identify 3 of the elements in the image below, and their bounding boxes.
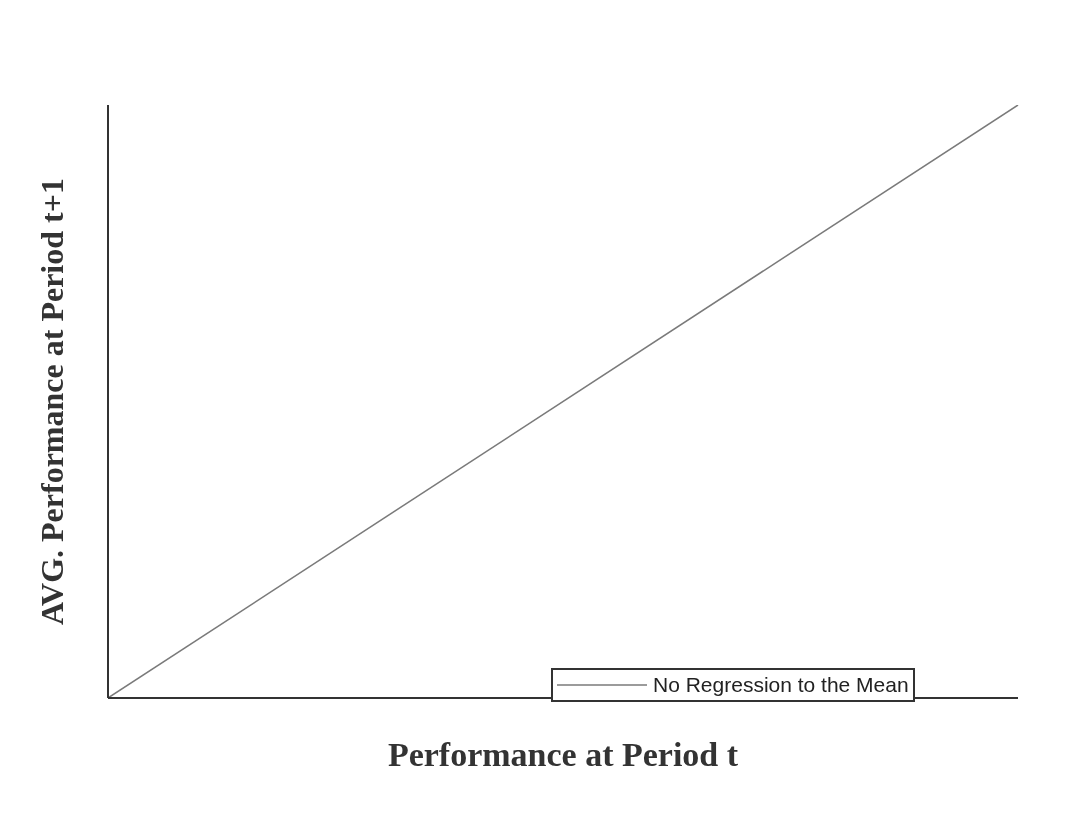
x-axis-title: Performance at Period t	[387, 736, 739, 773]
y-axis-title: AVG. Performance at Period t+1	[34, 178, 71, 625]
legend-label: No Regression to the Mean	[653, 672, 909, 698]
